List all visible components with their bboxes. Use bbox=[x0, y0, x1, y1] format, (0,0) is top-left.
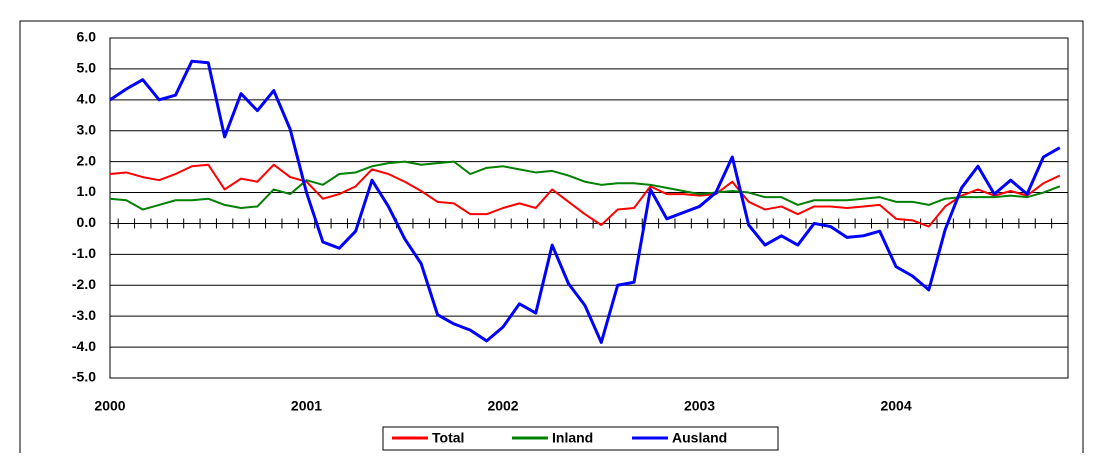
y-tick-label: -2.0 bbox=[72, 276, 96, 292]
chart-frame bbox=[19, 20, 1084, 458]
legend-label: Inland bbox=[552, 430, 593, 446]
legend-box bbox=[382, 426, 779, 451]
x-tick-label: 2004 bbox=[880, 398, 911, 414]
y-tick-label: 6.0 bbox=[77, 29, 97, 45]
y-tick-label: -4.0 bbox=[72, 338, 96, 354]
y-tick-label: 2.0 bbox=[77, 152, 97, 168]
y-tick-label: -5.0 bbox=[72, 369, 96, 385]
legend-label: Ausland bbox=[672, 430, 727, 446]
y-tick-label: 1.0 bbox=[77, 183, 97, 199]
x-tick-label: 2001 bbox=[291, 398, 322, 414]
legend: Total Inland Ausland bbox=[382, 426, 779, 451]
y-tick-label: 5.0 bbox=[77, 60, 97, 76]
legend-label: Total bbox=[432, 430, 464, 446]
x-tick-label: 2000 bbox=[94, 398, 125, 414]
y-tick-label: 3.0 bbox=[77, 121, 97, 137]
y-tick-label: 4.0 bbox=[77, 91, 97, 107]
x-tick-label: 2002 bbox=[487, 398, 518, 414]
series-line bbox=[109, 160, 1061, 211]
y-tick-label: 0.0 bbox=[77, 214, 97, 230]
series-line bbox=[109, 163, 1061, 228]
y-tick-label: -3.0 bbox=[72, 307, 96, 323]
series-line bbox=[109, 59, 1061, 344]
y-tick-label: -1.0 bbox=[72, 245, 96, 261]
x-tick-label: 2003 bbox=[684, 398, 715, 414]
